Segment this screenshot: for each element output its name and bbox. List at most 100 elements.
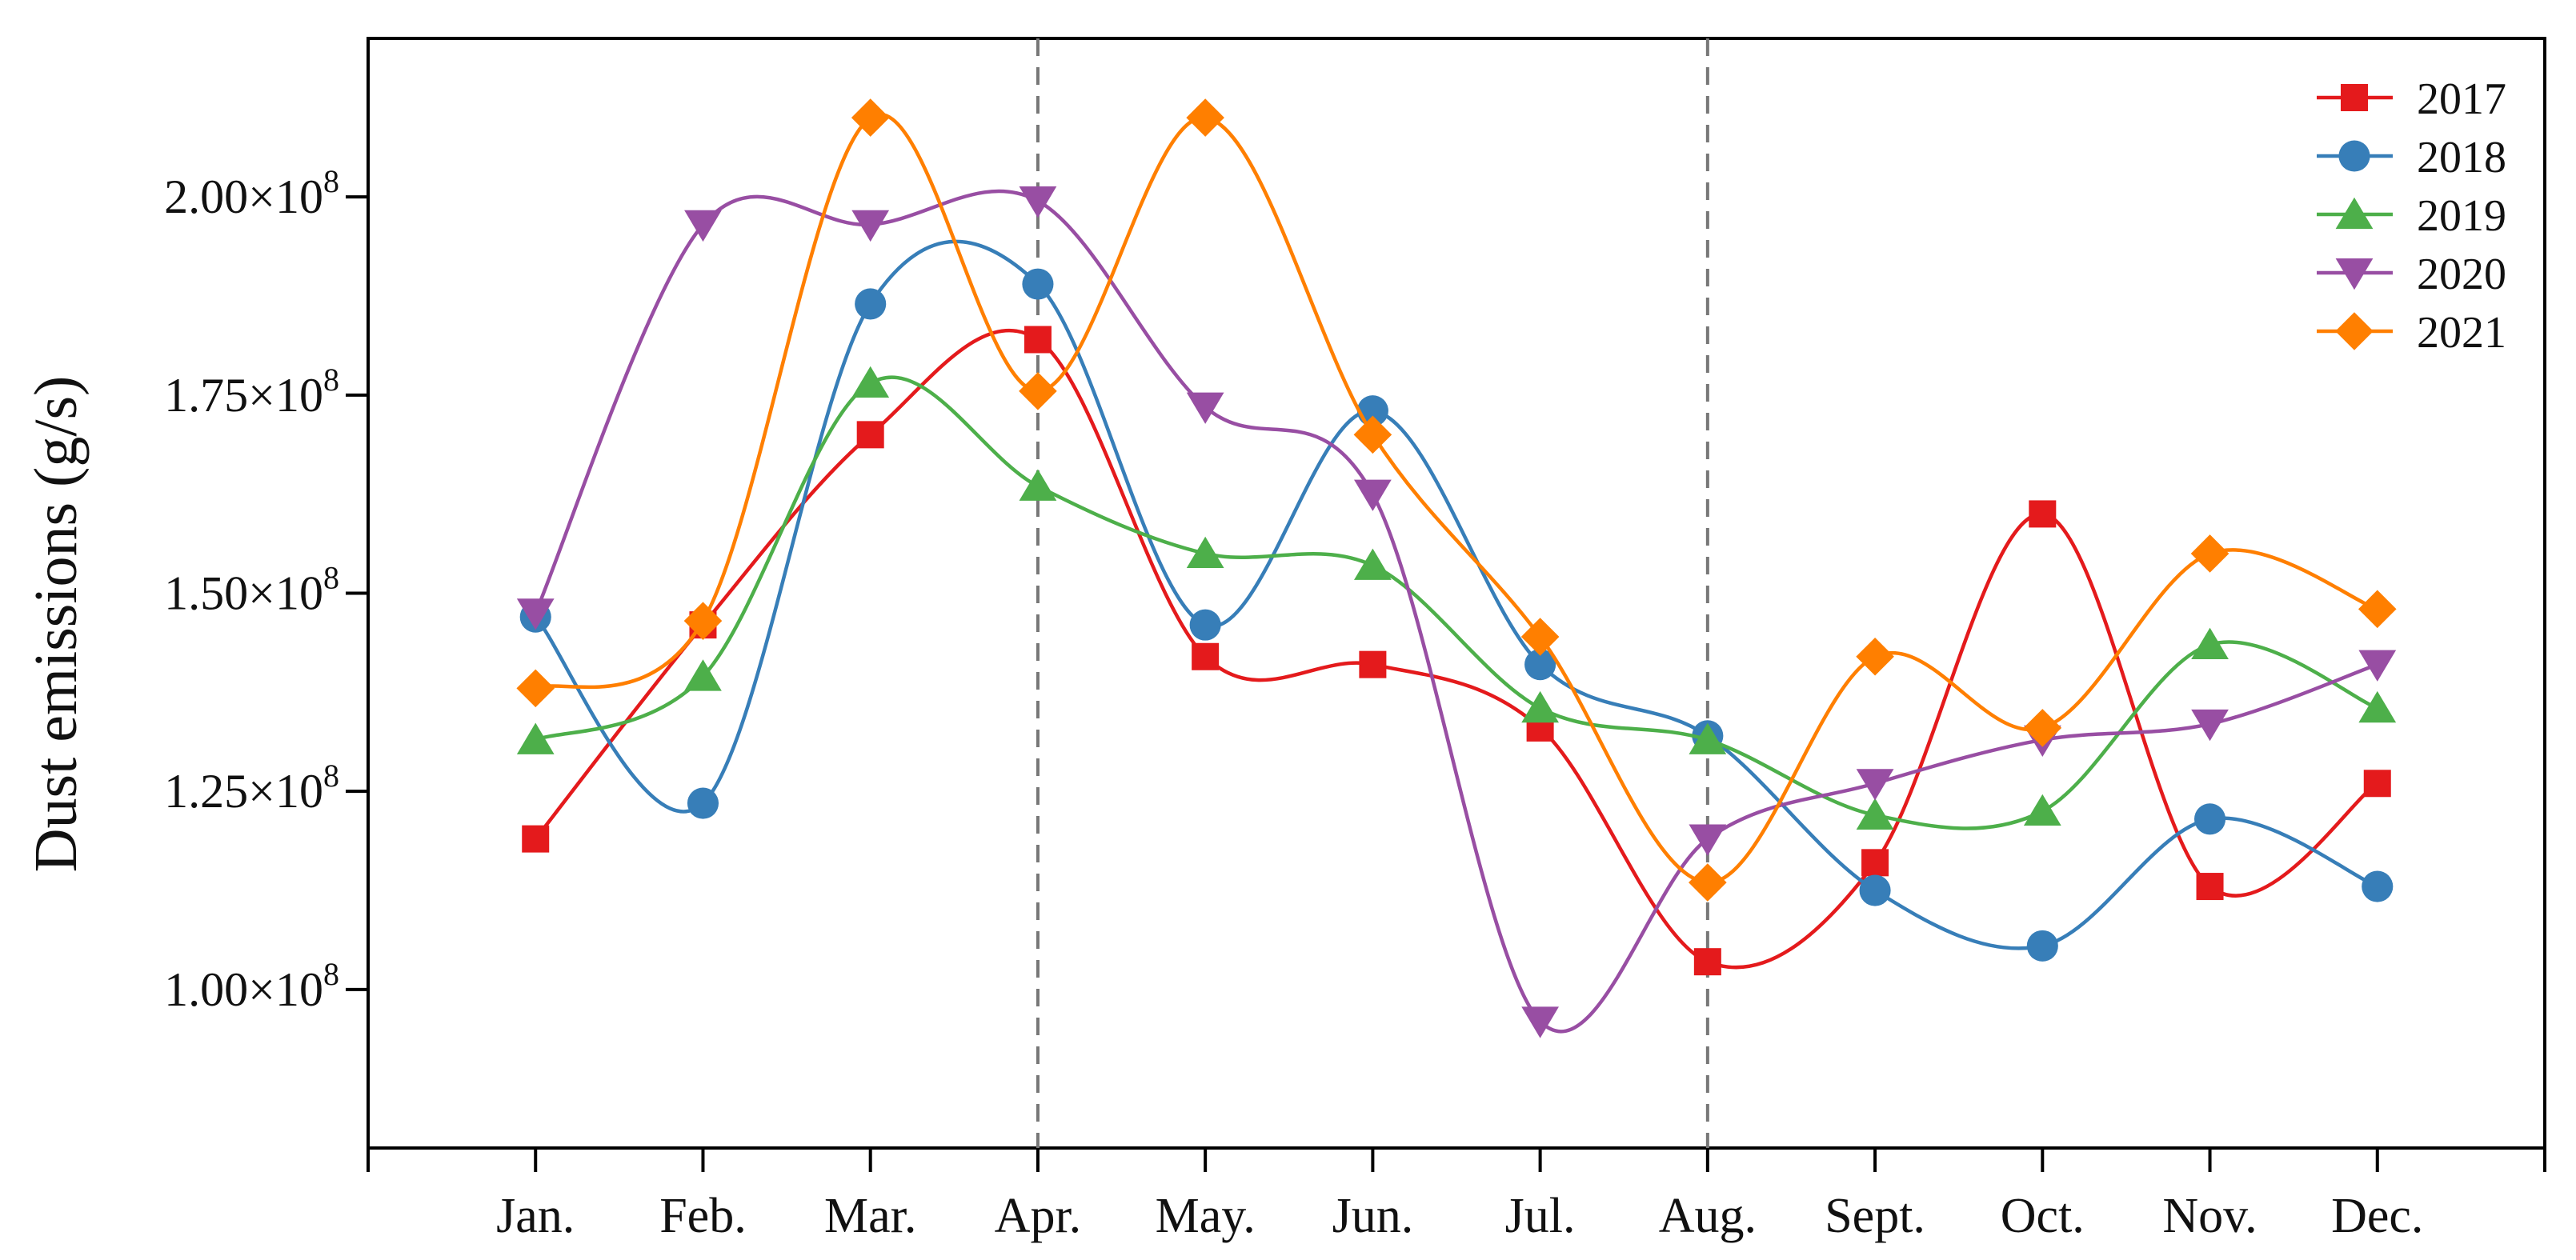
plot-area xyxy=(367,37,2546,1150)
data-point-2021 xyxy=(2190,534,2229,573)
data-point-2017 xyxy=(522,825,550,853)
y-tick-exponent: 8 xyxy=(323,758,339,794)
y-tick-exponent: 8 xyxy=(323,163,339,199)
data-point-2017 xyxy=(1024,326,1052,354)
y-tick-exponent: 8 xyxy=(323,560,339,596)
data-point-2020 xyxy=(1186,392,1224,424)
x-tick-label: Oct. xyxy=(2001,1189,2085,1243)
data-point-2021 xyxy=(1520,618,1560,656)
data-point-2020 xyxy=(2191,709,2229,742)
data-point-2017 xyxy=(856,421,884,449)
data-point-2021 xyxy=(1019,372,1057,410)
data-point-2017 xyxy=(1359,650,1387,678)
x-tick-label: Nov. xyxy=(2162,1189,2257,1243)
data-point-2021 xyxy=(1353,415,1392,454)
data-point-2019 xyxy=(516,722,555,754)
data-point-2020 xyxy=(1689,824,1727,856)
legend-marker-2017 xyxy=(2341,84,2368,111)
data-point-2018 xyxy=(1859,874,1891,906)
data-point-2019 xyxy=(1186,536,1224,569)
legend-item-2021: 2021 xyxy=(2317,308,2506,358)
data-point-2018 xyxy=(1524,649,1556,681)
data-point-2021 xyxy=(851,98,890,137)
reference-lines xyxy=(1036,38,1709,1148)
series-line-2020 xyxy=(534,189,2378,1034)
data-point-2019 xyxy=(2358,690,2397,723)
data-point-2017 xyxy=(2196,873,2224,901)
x-tick-label: May. xyxy=(1156,1189,1256,1243)
y-tick-label: 1.25×108 xyxy=(164,758,339,818)
data-point-2019 xyxy=(2023,794,2061,826)
y-tick-label: 1.50×108 xyxy=(164,560,339,620)
data-point-2020 xyxy=(851,210,890,242)
data-point-2017 xyxy=(2363,770,2391,798)
data-point-2019 xyxy=(1019,469,1057,501)
data-point-2017 xyxy=(2029,500,2057,528)
data-point-2018 xyxy=(1022,268,1054,300)
data-point-2019 xyxy=(851,366,890,398)
data-point-2020 xyxy=(1856,769,1894,801)
data-point-2021 xyxy=(516,669,555,708)
data-point-2019 xyxy=(684,659,722,691)
series-2021 xyxy=(516,98,2397,902)
data-point-2017 xyxy=(1192,642,1220,670)
data-point-2017 xyxy=(1693,948,1721,976)
y-tick-mantissa: 1.75×10 xyxy=(164,369,323,422)
series-line-2018 xyxy=(534,239,2378,950)
data-point-2019 xyxy=(1856,798,1894,830)
data-point-2021 xyxy=(1856,637,1894,676)
y-tick-label: 2.00×108 xyxy=(164,163,339,223)
data-point-2018 xyxy=(855,288,887,320)
data-point-2018 xyxy=(2362,870,2394,902)
y-tick-mantissa: 2.00×10 xyxy=(164,170,323,223)
series-2018 xyxy=(519,239,2394,962)
data-point-2020 xyxy=(1019,186,1057,218)
x-tick-label: Jul. xyxy=(1505,1189,1576,1243)
data-point-2019 xyxy=(1354,548,1392,580)
legend-marker-2019 xyxy=(2335,197,2374,230)
data-point-2021 xyxy=(1186,98,1224,137)
data-point-2019 xyxy=(2191,627,2229,659)
data-point-2020 xyxy=(1521,1006,1559,1038)
y-tick-exponent: 8 xyxy=(323,362,339,398)
legend-label: 2018 xyxy=(2417,133,2506,182)
series-2019 xyxy=(516,366,2397,830)
legend-item-2020: 2020 xyxy=(2317,250,2506,299)
legend-item-2017: 2017 xyxy=(2317,74,2506,124)
legend-label: 2019 xyxy=(2417,191,2506,241)
legend-label: 2017 xyxy=(2417,74,2506,124)
series-layer xyxy=(516,98,2397,1038)
x-tick-label: Aug. xyxy=(1659,1189,1757,1243)
legend-marker-2020 xyxy=(2335,258,2374,290)
series-2020 xyxy=(516,186,2397,1038)
x-tick-label: Mar. xyxy=(824,1189,916,1243)
data-point-2020 xyxy=(516,598,555,630)
data-point-2018 xyxy=(1189,609,1221,641)
legend-label: 2021 xyxy=(2417,308,2506,358)
x-tick-label: Feb. xyxy=(659,1189,747,1243)
legend-label: 2020 xyxy=(2417,250,2506,299)
y-tick-label: 1.00×108 xyxy=(164,956,339,1016)
x-tick-label: Jan. xyxy=(496,1189,575,1243)
x-tick-label: Apr. xyxy=(995,1189,1082,1243)
series-line-2019 xyxy=(535,375,2378,830)
x-tick-label: Sept. xyxy=(1825,1189,1925,1243)
data-point-2020 xyxy=(1354,479,1392,511)
x-tick-label: Dec. xyxy=(2331,1189,2423,1243)
series-line-2017 xyxy=(534,328,2379,970)
y-tick-mantissa: 1.25×10 xyxy=(164,765,323,818)
data-point-2021 xyxy=(2358,590,2397,629)
y-tick-mantissa: 1.00×10 xyxy=(164,963,323,1016)
data-point-2019 xyxy=(1521,690,1559,723)
y-tick-exponent: 8 xyxy=(323,956,339,992)
legend: 2017 2018 2019 2020 2021 xyxy=(2317,74,2506,358)
series-2017 xyxy=(522,326,2391,976)
legend-marker-2018 xyxy=(2338,140,2370,172)
y-tick-label: 1.75×108 xyxy=(164,362,339,422)
legend-item-2019: 2019 xyxy=(2317,191,2506,241)
data-point-2018 xyxy=(687,787,719,819)
x-tick-label: Jun. xyxy=(1332,1189,1414,1243)
data-point-2021 xyxy=(1689,863,1727,902)
